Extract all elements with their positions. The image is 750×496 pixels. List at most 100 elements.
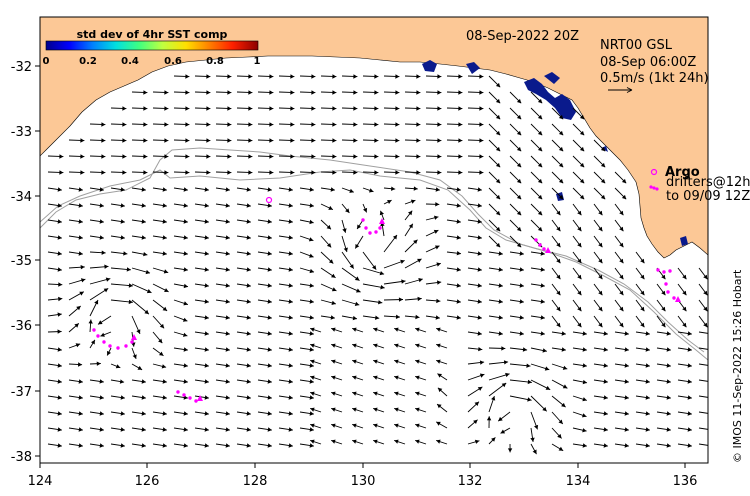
current-vector-head: [122, 154, 127, 159]
current-vector-head: [162, 427, 167, 432]
current-vector-head: [132, 354, 137, 359]
current-vector-head: [352, 423, 357, 428]
current-vector-head: [57, 187, 62, 192]
current-vector-head: [204, 299, 209, 304]
current-vector-head: [645, 427, 650, 432]
current-vector-head: [436, 262, 441, 267]
current-vector-head: [373, 439, 378, 444]
current-vector-head: [143, 90, 148, 95]
current-vector-head: [57, 363, 62, 368]
drifter-position: [364, 226, 368, 230]
current-vector-head: [288, 411, 293, 416]
current-vector-head: [545, 385, 551, 390]
current-vector-head: [395, 122, 400, 127]
current-vector-head: [227, 122, 232, 127]
land-australia: [40, 17, 708, 259]
current-vector-head: [246, 299, 251, 304]
current-vector-head: [309, 299, 314, 304]
current-vector-head: [183, 267, 188, 272]
colorbar-tick: 0.6: [164, 56, 182, 67]
current-vector-head: [288, 315, 293, 320]
current-vector-head: [104, 264, 109, 269]
current-vector-head: [437, 387, 443, 393]
current-vector-head: [582, 347, 587, 352]
current-vector-head: [577, 210, 582, 216]
current-vector-head: [269, 74, 274, 79]
current-vector-head: [582, 331, 587, 336]
current-vector-head: [507, 448, 513, 453]
current-vector-head: [267, 363, 272, 368]
current-vector-head: [579, 130, 585, 136]
drifters-legend-label: drifters@12h: [666, 175, 750, 190]
vector-scale-label: 0.5m/s (1kt 24h): [600, 71, 709, 86]
current-vector-head: [415, 423, 420, 428]
current-vector-head: [600, 146, 606, 152]
current-vector-head: [687, 379, 692, 384]
current-vector-head: [227, 90, 232, 95]
current-vector-head: [99, 411, 104, 416]
current-vector-head: [328, 205, 333, 210]
current-vector-head: [530, 437, 535, 442]
current-vector-head: [57, 411, 62, 416]
current-vector-head: [141, 235, 146, 240]
current-vector-head: [80, 265, 85, 270]
current-vector-head: [395, 154, 400, 159]
current-vector-head: [309, 219, 314, 225]
current-vector-head: [661, 290, 666, 296]
current-vector-head: [456, 219, 461, 224]
current-vector-head: [598, 290, 603, 296]
current-vector-head: [582, 443, 587, 448]
drifter-position: [96, 334, 100, 338]
current-vector-head: [310, 359, 315, 364]
current-vector-head: [225, 331, 230, 336]
current-vector-head: [558, 419, 563, 424]
current-vector-head: [374, 106, 379, 111]
current-vector-head: [352, 375, 357, 380]
current-vector-head: [183, 301, 188, 306]
current-vector-head: [540, 331, 545, 336]
current-vector-head: [416, 154, 421, 159]
current-vector-head: [542, 348, 547, 353]
current-vector-head: [498, 299, 503, 304]
current-vector-head: [309, 283, 314, 288]
current-vector: [698, 363, 708, 366]
current-vector-head: [519, 299, 524, 304]
current-vector-head: [619, 242, 624, 248]
current-vector-head: [206, 106, 211, 111]
current-vector-head: [164, 106, 169, 111]
current-vector-head: [141, 395, 146, 400]
current-vector-head: [141, 187, 146, 192]
current-vector-head: [666, 379, 671, 384]
colorbar-tick: 0: [43, 56, 50, 67]
current-vector-head: [458, 74, 463, 79]
current-vector-head: [373, 343, 378, 348]
current-vector-head: [330, 315, 335, 320]
current-vector-head: [645, 443, 650, 448]
current-vector-head: [80, 170, 85, 175]
current-vector-head: [120, 443, 125, 448]
current-vector-head: [640, 290, 645, 296]
current-vector-head: [395, 90, 400, 95]
current-vector-head: [143, 106, 148, 111]
current-vector-head: [162, 187, 167, 192]
current-vector-head: [373, 423, 378, 428]
current-vector-head: [162, 395, 167, 400]
current-vector-head: [374, 122, 379, 127]
current-vector-head: [516, 130, 522, 136]
current-vector-head: [527, 379, 532, 385]
current-vector-head: [204, 187, 209, 192]
current-vector-head: [141, 219, 146, 224]
current-vector-head: [309, 268, 314, 274]
current-vector-head: [309, 427, 314, 432]
current-vector-head: [401, 279, 406, 284]
current-vector-head: [598, 306, 603, 312]
current-vector-head: [328, 259, 334, 264]
current-vector-head: [621, 194, 627, 200]
current-vector-head: [703, 290, 708, 296]
current-vector-head: [331, 343, 336, 348]
current-vector-head: [477, 187, 482, 192]
current-vector-head: [331, 273, 336, 278]
current-vector-head: [501, 346, 506, 351]
current-vector-head: [57, 427, 62, 432]
current-vector-head: [343, 247, 348, 252]
